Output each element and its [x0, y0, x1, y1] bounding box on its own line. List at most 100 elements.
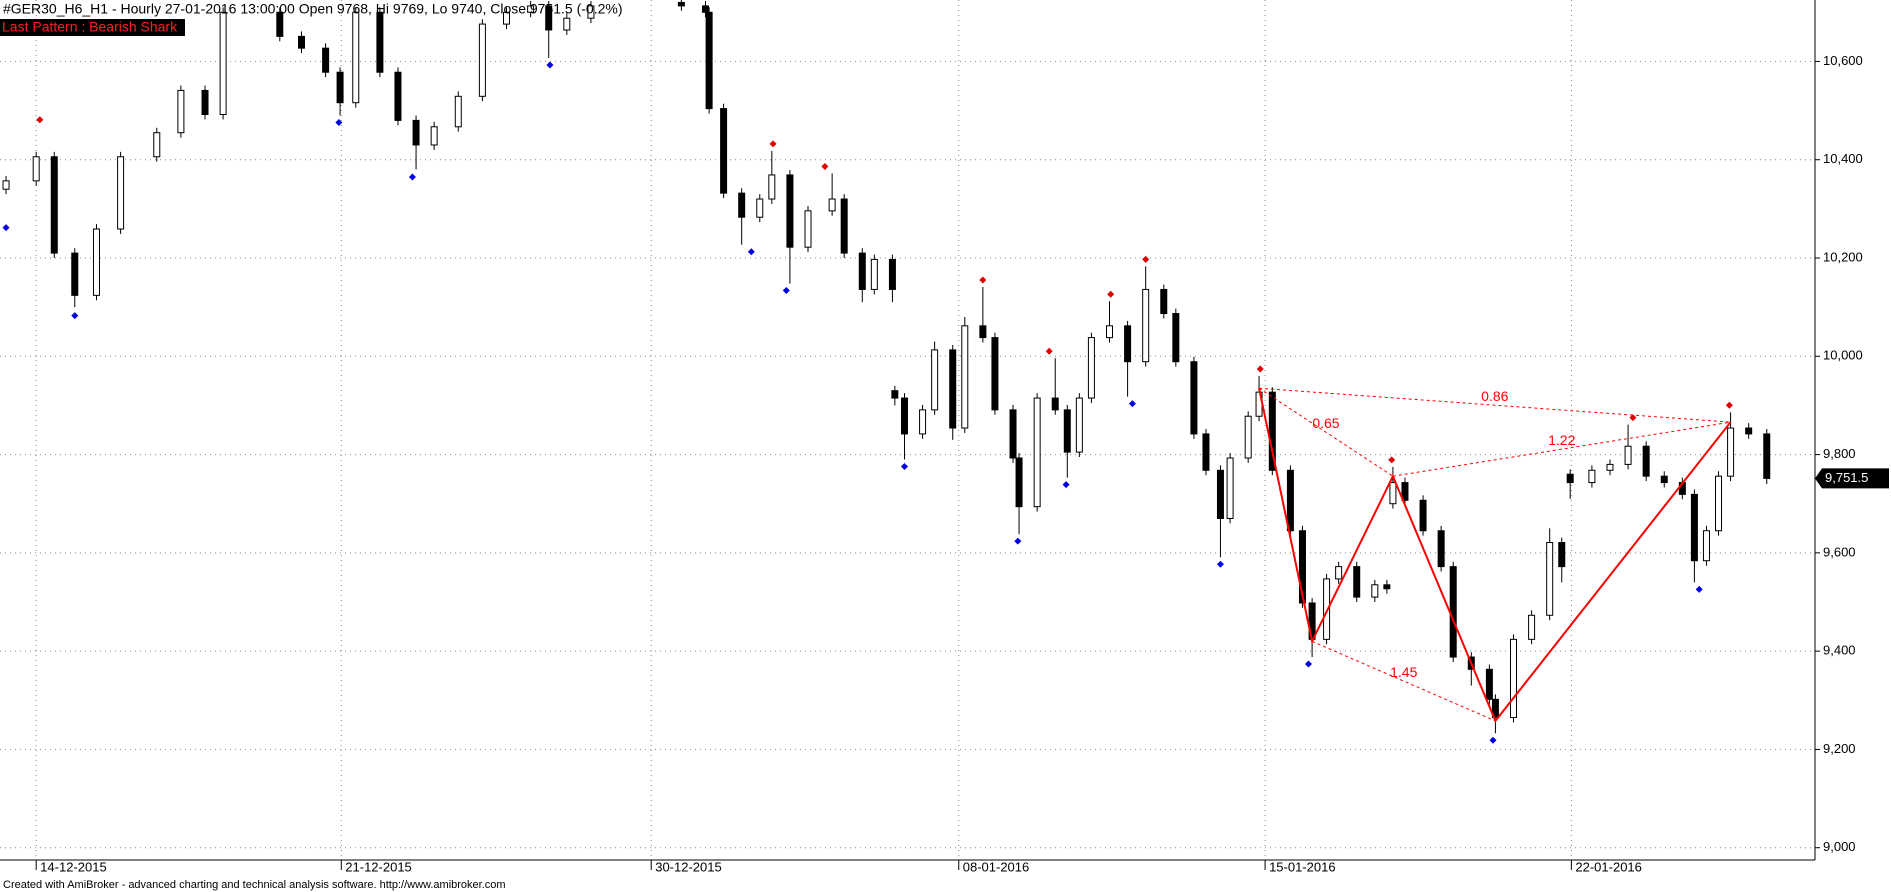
- candle-body: [1226, 457, 1234, 519]
- candle-body: [297, 35, 305, 49]
- pivot-low-marker: [747, 248, 755, 256]
- last-price-box: [1815, 468, 1889, 489]
- candle-body: [412, 119, 420, 146]
- candle-body: [1419, 499, 1427, 532]
- candle-body: [1124, 325, 1132, 363]
- pivot-high-marker: [979, 276, 987, 284]
- candle-body: [1142, 288, 1150, 363]
- candle-body: [1063, 409, 1071, 453]
- candle-body: [177, 89, 185, 134]
- y-tick-label: 9,200: [1823, 741, 1856, 756]
- candle-body: [117, 156, 125, 230]
- candle-body: [32, 156, 40, 182]
- pivot-low-marker: [71, 312, 79, 320]
- subtitle-background: [0, 19, 185, 36]
- pivot-low-marker: [335, 118, 343, 126]
- pivot-high-marker: [1725, 401, 1733, 409]
- pivot-low-marker: [782, 287, 790, 295]
- candle-body: [701, 5, 709, 13]
- pivot-low-marker: [1128, 400, 1136, 408]
- pivot-low-marker: [408, 173, 416, 181]
- candle-body: [1353, 566, 1361, 598]
- last-price-label: 9,751.5: [1825, 470, 1868, 485]
- y-tick-label: 10,200: [1823, 249, 1863, 264]
- candle-body: [1449, 566, 1457, 658]
- candle-body: [858, 252, 866, 290]
- y-tick-label: 10,600: [1823, 53, 1863, 68]
- candle-body: [503, 11, 511, 25]
- x-tick-label: 14-12-2015: [40, 859, 107, 874]
- candle-body: [1051, 397, 1059, 411]
- pattern-ratio-line: [1259, 387, 1731, 423]
- candle-body: [1371, 584, 1379, 598]
- candle-body: [738, 192, 746, 218]
- candle-body: [991, 337, 999, 411]
- candle-body: [50, 156, 58, 254]
- candle-body: [430, 126, 438, 146]
- candle-body: [900, 397, 908, 435]
- candle-body: [1588, 469, 1596, 484]
- candle-body: [1606, 463, 1614, 471]
- candle-body: [376, 11, 384, 73]
- pivot-high-marker: [1388, 456, 1396, 464]
- pivot-low-marker: [546, 61, 554, 69]
- footer: Created with AmiBroker - advanced charti…: [3, 879, 506, 891]
- pattern-ratio-label: 1.22: [1548, 432, 1575, 448]
- pattern-ratio-label: 0.86: [1481, 388, 1508, 404]
- x-tick-label: 08-01-2016: [963, 859, 1030, 874]
- pivot-low-marker: [1216, 560, 1224, 568]
- candle-body: [1546, 542, 1554, 616]
- candle-body: [587, 5, 595, 19]
- pivot-high-marker: [769, 140, 777, 148]
- y-tick-label: 9,400: [1823, 643, 1856, 658]
- axes: 9,000 9,200 9,400 9,600 9,800 10,000 10,200 10,…: [35, 53, 1889, 874]
- candle-body: [720, 108, 728, 194]
- candle-body: [1715, 475, 1723, 532]
- candle-body: [979, 325, 987, 339]
- candle-body: [1190, 361, 1198, 435]
- candle-body: [71, 252, 79, 296]
- candle-body: [1244, 415, 1252, 459]
- candle-body: [219, 11, 227, 116]
- candle-body: [1566, 473, 1574, 484]
- chart-title: #GER30_H6_H1 - Hourly 27-01-2016 13:00:0…: [3, 1, 623, 17]
- candle-body: [949, 349, 957, 429]
- candle-body: [1216, 469, 1224, 519]
- candle-body: [527, 5, 535, 13]
- candle-body: [478, 23, 486, 97]
- candle-body: [1033, 397, 1041, 508]
- pivot-high-marker: [1107, 290, 1115, 298]
- y-tick-label: 9,000: [1823, 839, 1856, 854]
- candle-body: [1528, 614, 1536, 640]
- x-tick-label: 21-12-2015: [345, 859, 412, 874]
- pivot-low-marker: [1695, 585, 1703, 593]
- pivot-high-marker: [1629, 414, 1637, 422]
- pivot-high-marker: [1045, 347, 1053, 355]
- pivot-low-marker: [1304, 660, 1312, 668]
- grid: [0, 0, 1815, 860]
- candle-body: [1335, 566, 1343, 580]
- candle-body: [677, 1, 685, 7]
- candle-body: [705, 11, 713, 110]
- candle-body: [1727, 427, 1735, 477]
- candle-body: [1745, 427, 1753, 435]
- candle-body: [1106, 325, 1114, 339]
- candle-body: [92, 228, 100, 296]
- candle-body: [1660, 475, 1668, 484]
- pivot-low-marker: [1014, 537, 1022, 545]
- candle-body: [1202, 433, 1210, 471]
- candle-body: [1690, 493, 1698, 562]
- candle-body: [931, 349, 939, 411]
- candle-body: [394, 71, 402, 121]
- pivot-high-marker: [1256, 365, 1264, 373]
- candle-body: [1087, 337, 1095, 399]
- pivot-low-marker: [2, 224, 10, 232]
- candle-body: [201, 89, 209, 116]
- pivot-low-marker: [900, 462, 908, 470]
- candle-body: [276, 11, 284, 37]
- candle-body: [563, 17, 571, 31]
- candle-body: [454, 95, 462, 128]
- candle-body: [1160, 288, 1168, 315]
- candle-body: [804, 210, 812, 248]
